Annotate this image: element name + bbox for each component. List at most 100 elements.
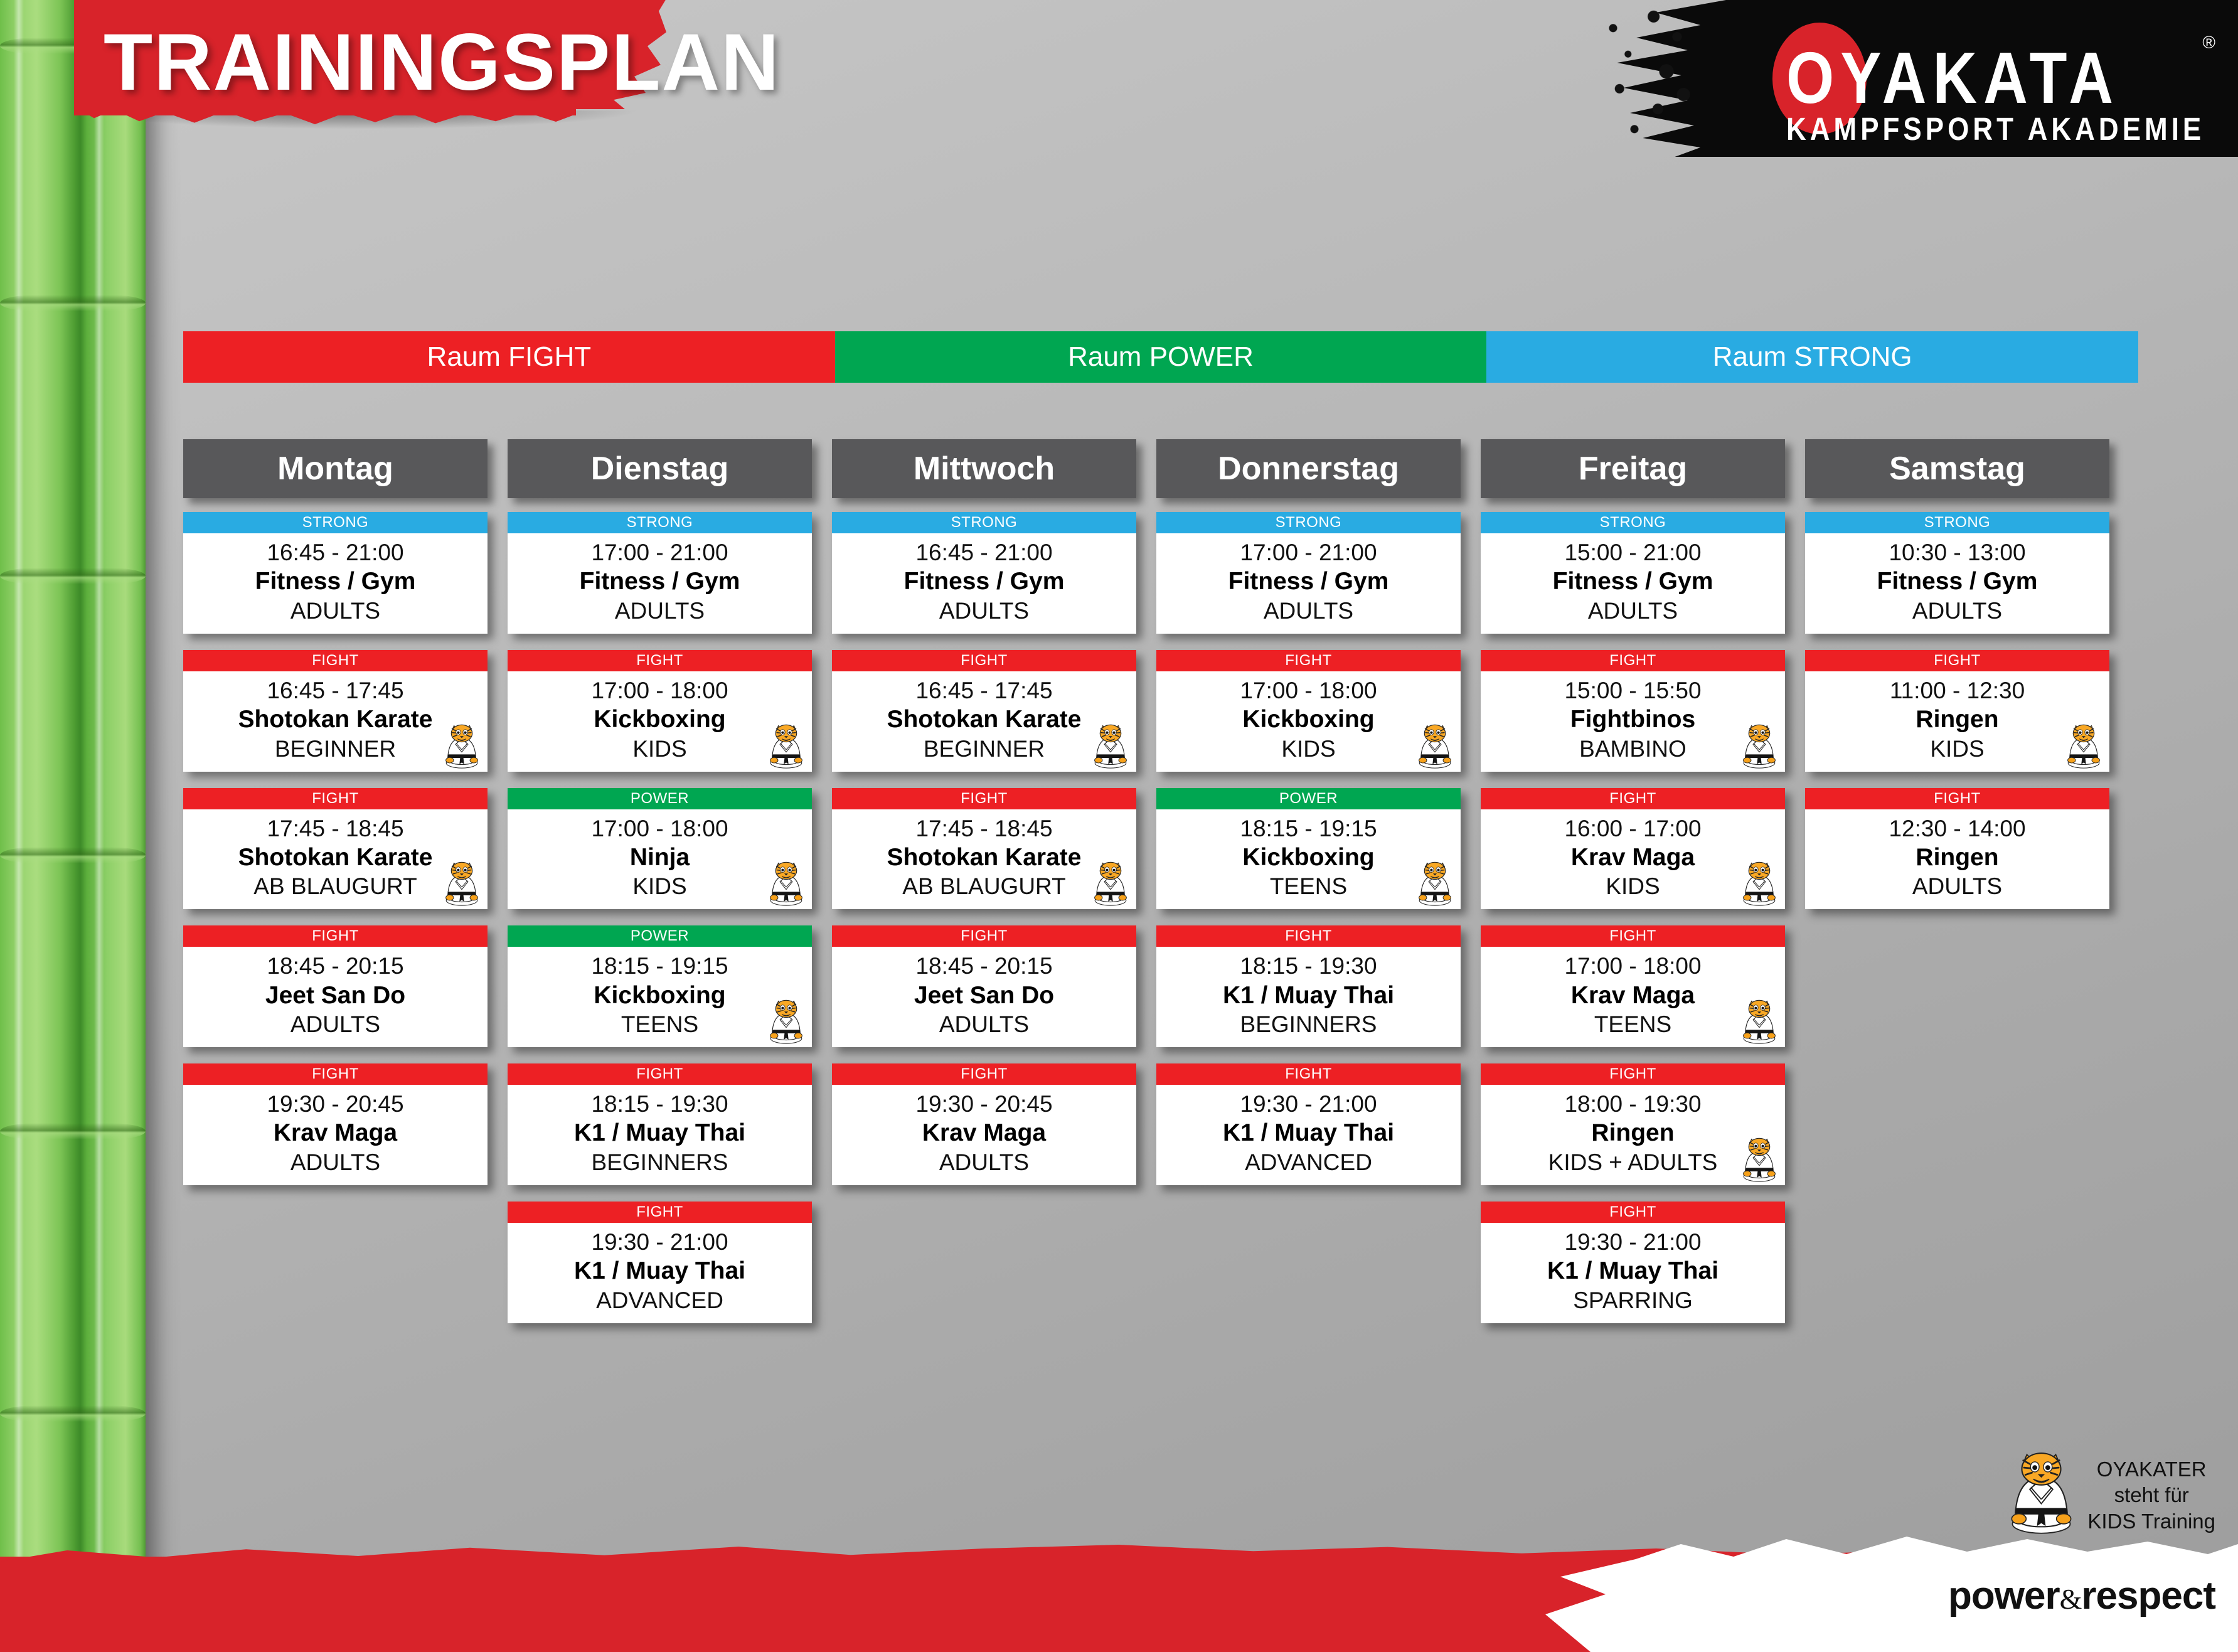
class-card[interactable]: FIGHT 19:30 - 21:00 K1 / Muay Thai ADVANCED [508, 1202, 812, 1323]
class-card[interactable]: STRONG 16:45 - 21:00 Fitness / Gym ADULTS [183, 512, 488, 634]
class-card[interactable]: POWER 18:15 - 19:15 Kickboxing TEENS [1156, 787, 1461, 910]
class-name: Fitness / Gym [903, 568, 1065, 595]
class-card-body: 17:00 - 18:00 Kickboxing KIDS [508, 671, 812, 772]
day-column-montag: Montag STRONG 16:45 - 21:00 Fitness / Gym AD… [183, 439, 488, 1340]
class-card[interactable]: FIGHT 17:00 - 18:00 Kickboxing KIDS [1156, 649, 1461, 772]
class-card[interactable]: FIGHT 15:00 - 15:50 Fightbinos BAMBINO [1481, 649, 1785, 772]
class-level: TEENS [621, 1011, 699, 1038]
class-name: Ninja [629, 843, 690, 871]
class-level: AB BLAUGURT [902, 873, 1066, 900]
class-card[interactable]: STRONG 17:00 - 21:00 Fitness / Gym ADULTS [1156, 512, 1461, 634]
class-time: 19:30 - 21:00 [591, 1229, 728, 1255]
class-card[interactable]: FIGHT 17:00 - 18:00 Kickboxing KIDS [508, 649, 812, 772]
class-time: 17:45 - 18:45 [267, 815, 404, 841]
class-card[interactable]: POWER 17:00 - 18:00 Ninja KIDS [508, 787, 812, 910]
class-time: 19:30 - 20:45 [267, 1091, 404, 1117]
class-card[interactable]: FIGHT 17:45 - 18:45 Shotokan Karate AB BLAU… [832, 787, 1136, 910]
class-level: BEGINNER [274, 735, 397, 762]
class-room-label: FIGHT [636, 651, 683, 669]
class-card[interactable]: FIGHT 18:15 - 19:30 K1 / Muay Thai BEGINNER… [508, 1063, 812, 1186]
class-level: AB BLAUGURT [253, 873, 417, 900]
day-column-samstag: Samstag STRONG 10:30 - 13:00 Fitness / Gym A… [1805, 439, 2109, 1340]
class-card[interactable]: STRONG 10:30 - 13:00 Fitness / Gym ADULTS [1805, 512, 2109, 634]
class-card[interactable]: FIGHT 19:30 - 20:45 Krav Maga ADULTS [183, 1063, 488, 1186]
class-card[interactable]: FIGHT 16:00 - 17:00 Krav Maga KIDS [1481, 787, 1785, 910]
class-card[interactable]: FIGHT 18:45 - 20:15 Jeet San Do ADULTS [832, 925, 1136, 1048]
kids-legend: OYAKATER steht für KIDS Training [2005, 1451, 2215, 1539]
class-card[interactable]: POWER 18:15 - 19:15 Kickboxing TEENS [508, 925, 812, 1048]
class-card[interactable]: FIGHT 12:30 - 14:00 Ringen ADULTS [1805, 787, 2109, 910]
class-card-body: 15:00 - 15:50 Fightbinos BAMBINO [1481, 671, 1785, 772]
class-card-body: 12:30 - 14:00 Ringen ADULTS [1805, 809, 2109, 910]
class-room-label: FIGHT [1285, 927, 1332, 945]
class-time: 18:15 - 19:30 [1240, 953, 1377, 979]
class-name: Fitness / Gym [1877, 568, 2038, 595]
class-name: K1 / Muay Thai [573, 1257, 746, 1285]
class-time: 18:15 - 19:15 [591, 953, 728, 979]
class-card[interactable]: FIGHT 17:00 - 18:00 Krav Maga TEENS [1481, 925, 1785, 1048]
class-room-label: STRONG [626, 514, 693, 531]
footer-white-brush [1545, 1537, 2238, 1652]
class-time: 17:45 - 18:45 [915, 815, 1053, 841]
class-time: 17:00 - 18:00 [1240, 677, 1377, 703]
class-room-label: FIGHT [1609, 789, 1656, 807]
day-header: Freitag [1481, 439, 1785, 498]
class-name: Ringen [1916, 843, 1999, 871]
class-room-badge: FIGHT [1481, 787, 1785, 809]
class-card-body: 15:00 - 21:00 Fitness / Gym ADULTS [1481, 533, 1785, 634]
day-column-dienstag: Dienstag STRONG 17:00 - 21:00 Fitness / Gym… [508, 439, 812, 1340]
class-card-body: 19:30 - 21:00 K1 / Muay Thai ADVANCED [508, 1223, 812, 1323]
class-room-label: FIGHT [312, 927, 359, 945]
class-level: ADULTS [939, 1149, 1030, 1176]
class-room-label: FIGHT [1285, 651, 1332, 669]
day-header-label: Montag [277, 450, 393, 487]
class-card[interactable]: FIGHT 19:30 - 20:45 Krav Maga ADULTS [832, 1063, 1136, 1186]
class-level: ADULTS [939, 1011, 1030, 1038]
class-level: BEGINNERS [1240, 1011, 1377, 1038]
class-name: Fightbinos [1570, 705, 1696, 733]
class-card-body: 19:30 - 21:00 K1 / Muay Thai SPARRING [1481, 1223, 1785, 1323]
class-card[interactable]: STRONG 15:00 - 21:00 Fitness / Gym ADULTS [1481, 512, 1785, 634]
class-level: ADULTS [290, 1011, 381, 1038]
class-name: Fitness / Gym [255, 568, 416, 595]
class-room-badge: FIGHT [1481, 925, 1785, 947]
class-card[interactable]: FIGHT 19:30 - 21:00 K1 / Muay Thai ADVANCED [1156, 1063, 1461, 1186]
class-level: ADULTS [939, 597, 1030, 624]
class-room-label: FIGHT [961, 927, 1008, 945]
class-card[interactable]: FIGHT 16:45 - 17:45 Shotokan Karate BEGINNE… [183, 649, 488, 772]
class-card[interactable]: FIGHT 16:45 - 17:45 Shotokan Karate BEGINNE… [832, 649, 1136, 772]
class-card[interactable]: FIGHT 18:15 - 19:30 K1 / Muay Thai BEGINNER… [1156, 925, 1461, 1048]
tiger-mascot-icon [2005, 1451, 2077, 1539]
class-card-body: 17:00 - 21:00 Fitness / Gym ADULTS [1156, 533, 1461, 634]
class-card[interactable]: FIGHT 19:30 - 21:00 K1 / Muay Thai SPARRING [1481, 1202, 1785, 1323]
class-name: Fitness / Gym [1228, 568, 1389, 595]
class-card-body: 16:00 - 17:00 Krav Maga KIDS [1481, 809, 1785, 910]
kids-legend-line1: OYAKATER [2096, 1457, 2207, 1481]
class-card[interactable]: FIGHT 17:45 - 18:45 Shotokan Karate AB BLAU… [183, 787, 488, 910]
class-time: 19:30 - 21:00 [1564, 1229, 1702, 1255]
class-card[interactable]: FIGHT 18:45 - 20:15 Jeet San Do ADULTS [183, 925, 488, 1048]
class-time: 17:00 - 21:00 [591, 540, 728, 565]
class-time: 17:00 - 21:00 [1240, 540, 1377, 565]
class-level: KIDS [1930, 735, 1985, 762]
day-header: Mittwoch [832, 439, 1136, 498]
class-card-body: 18:15 - 19:30 K1 / Muay Thai BEGINNERS [1156, 947, 1461, 1047]
class-room-badge: FIGHT [183, 649, 488, 671]
class-card-body: 18:45 - 20:15 Jeet San Do ADULTS [183, 947, 488, 1047]
class-name: Jeet San Do [265, 981, 406, 1009]
class-card-body: 17:45 - 18:45 Shotokan Karate AB BLAUGURT [183, 809, 488, 910]
class-room-badge: FIGHT [1156, 649, 1461, 671]
class-room-badge: STRONG [508, 512, 812, 533]
class-name: K1 / Muay Thai [1222, 1119, 1395, 1147]
class-card-body: 10:30 - 13:00 Fitness / Gym ADULTS [1805, 533, 2109, 634]
class-card-body: 18:45 - 20:15 Jeet San Do ADULTS [832, 947, 1136, 1047]
class-level: ADULTS [290, 597, 381, 624]
class-card[interactable]: STRONG 16:45 - 21:00 Fitness / Gym ADULTS [832, 512, 1136, 634]
page-title: TRAININGSPLAN [104, 18, 781, 107]
class-card[interactable]: FIGHT 11:00 - 12:30 Ringen KIDS [1805, 649, 2109, 772]
class-card[interactable]: STRONG 17:00 - 21:00 Fitness / Gym ADULTS [508, 512, 812, 634]
class-level: KIDS [1281, 735, 1336, 762]
slogan-ampersand: & [2059, 1583, 2082, 1615]
class-card[interactable]: FIGHT 18:00 - 19:30 Ringen KIDS + ADULTS [1481, 1063, 1785, 1186]
class-level: ADVANCED [1245, 1149, 1372, 1176]
